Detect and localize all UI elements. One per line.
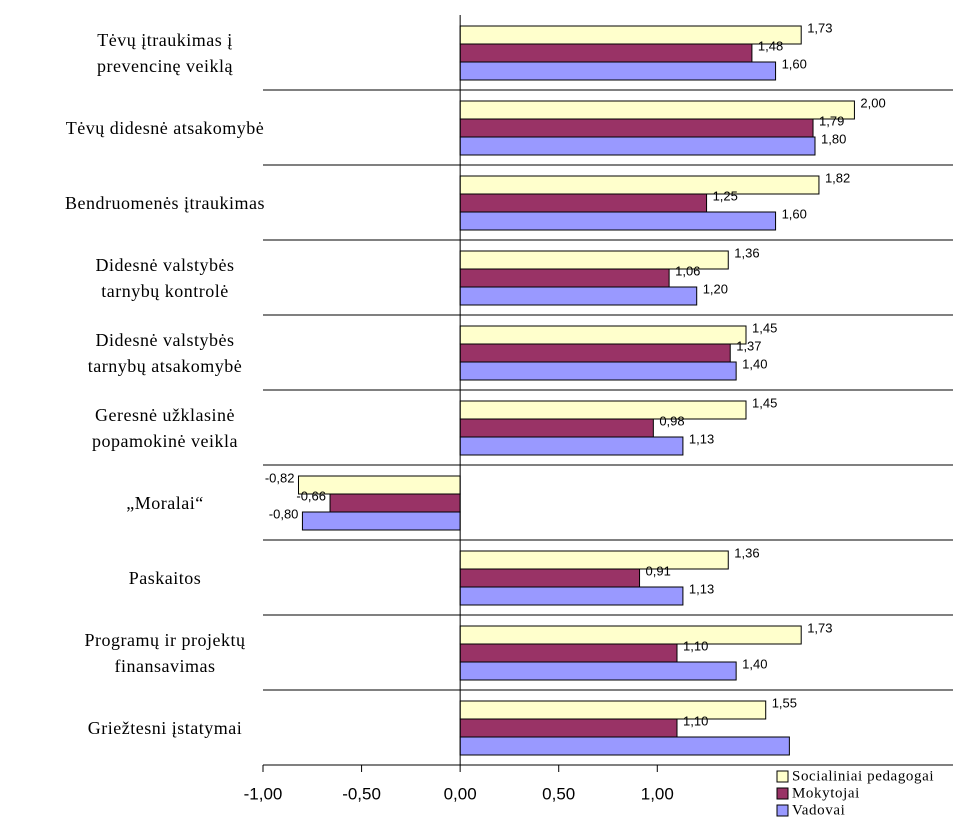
legend-label: Socialiniai pedagogai bbox=[792, 768, 934, 784]
bar bbox=[329, 493, 461, 513]
category-label: Didesnė valstybės tarnybų atsakomybė bbox=[87, 329, 243, 376]
category-label: Griežtesni įstatymai bbox=[87, 717, 243, 738]
value-label: 1,20 bbox=[703, 281, 728, 296]
bar bbox=[301, 511, 461, 531]
bar bbox=[459, 100, 855, 120]
category-label: „Moralai“ bbox=[126, 492, 204, 513]
value-label: 1,45 bbox=[752, 395, 777, 410]
category-label: Tėvų įtraukimas į prevencinę veiklą bbox=[97, 29, 233, 76]
value-label: 1,45 bbox=[752, 320, 777, 335]
category-label: Bendruomenės įtraukimas bbox=[65, 192, 265, 213]
value-label: 1,13 bbox=[689, 581, 714, 596]
legend-swatch bbox=[776, 770, 789, 783]
value-label: 1,48 bbox=[758, 38, 783, 53]
bar bbox=[459, 736, 790, 756]
value-label: 1,79 bbox=[819, 113, 844, 128]
bar bbox=[459, 343, 731, 363]
value-label: 1,25 bbox=[713, 188, 738, 203]
bar bbox=[459, 436, 684, 456]
category-label: Didesnė valstybės tarnybų kontrolė bbox=[95, 254, 235, 301]
category-label: Geresnė užklasinė popamokinė veikla bbox=[92, 404, 238, 451]
bar bbox=[459, 61, 777, 81]
bar bbox=[459, 400, 747, 420]
bar bbox=[459, 175, 820, 195]
value-label: 1,82 bbox=[825, 170, 850, 185]
bar bbox=[459, 568, 641, 588]
bar bbox=[459, 718, 678, 738]
bar bbox=[459, 25, 802, 45]
bar bbox=[459, 361, 737, 381]
value-label: 1,73 bbox=[807, 620, 832, 635]
value-label: 1,36 bbox=[734, 545, 759, 560]
bar bbox=[459, 118, 814, 138]
value-label: 1,80 bbox=[821, 131, 846, 146]
category-label: Programų ir projektų finansavimas bbox=[84, 629, 246, 676]
value-label: -0,80 bbox=[269, 506, 299, 521]
bar bbox=[459, 268, 670, 288]
bar bbox=[459, 661, 737, 681]
bar bbox=[459, 643, 678, 663]
value-label: 1,13 bbox=[689, 431, 714, 446]
value-label: 1,37 bbox=[736, 338, 761, 353]
value-label: 1,40 bbox=[742, 356, 767, 371]
value-label: 0,98 bbox=[659, 413, 684, 428]
bar bbox=[459, 550, 729, 570]
x-tick-label: 1,00 bbox=[641, 784, 674, 803]
bar bbox=[459, 136, 816, 156]
value-label: 1,60 bbox=[782, 56, 807, 71]
x-tick-label: -1,00 bbox=[244, 784, 283, 803]
bar bbox=[459, 193, 708, 213]
legend-label: Mokytojai bbox=[792, 785, 860, 801]
value-label: 1,55 bbox=[772, 695, 797, 710]
value-label: 1,10 bbox=[683, 638, 708, 653]
category-label: Tėvų didesnė atsakomybė bbox=[65, 117, 265, 138]
bar bbox=[459, 325, 747, 345]
bar bbox=[459, 586, 684, 606]
value-label: 0,91 bbox=[646, 563, 671, 578]
value-label: 1,10 bbox=[683, 713, 708, 728]
bar bbox=[459, 286, 698, 306]
bar bbox=[459, 418, 654, 438]
bar bbox=[459, 625, 802, 645]
category-label: Paskaitos bbox=[128, 567, 202, 588]
x-tick-label: 0,00 bbox=[444, 784, 477, 803]
value-label: -0,66 bbox=[296, 488, 326, 503]
x-tick-label: -0,50 bbox=[342, 784, 381, 803]
legend-swatch bbox=[776, 787, 789, 800]
value-label: 1,36 bbox=[734, 245, 759, 260]
value-label: 1,40 bbox=[742, 656, 767, 671]
value-label: -0,82 bbox=[265, 470, 295, 485]
legend-label: Vadovai bbox=[792, 802, 845, 818]
bar bbox=[459, 43, 753, 63]
bar bbox=[459, 211, 777, 231]
x-tick-label: 0,50 bbox=[542, 784, 575, 803]
value-label: 1,60 bbox=[782, 206, 807, 221]
value-label: 2,00 bbox=[860, 95, 885, 110]
value-label: 1,06 bbox=[675, 263, 700, 278]
value-label: 1,73 bbox=[807, 20, 832, 35]
legend-swatch bbox=[776, 804, 789, 817]
bar bbox=[459, 700, 767, 720]
